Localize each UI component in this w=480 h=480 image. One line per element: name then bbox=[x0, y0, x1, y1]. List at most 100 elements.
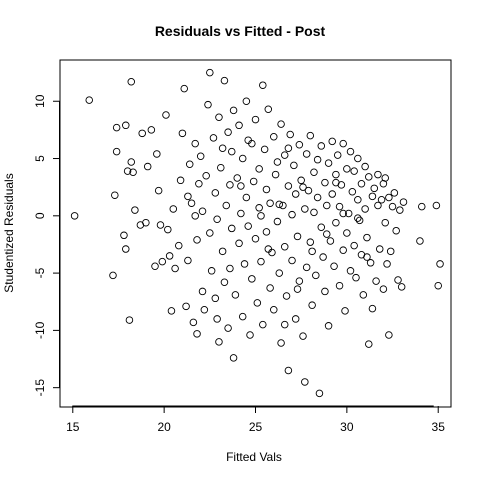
data-point bbox=[348, 188, 357, 196]
data-point bbox=[280, 242, 289, 251]
data-point bbox=[198, 287, 207, 296]
data-point bbox=[238, 312, 247, 321]
data-point bbox=[248, 275, 256, 283]
data-point bbox=[229, 354, 238, 362]
data-point bbox=[396, 206, 404, 214]
data-point bbox=[277, 339, 285, 347]
data-point bbox=[127, 158, 136, 166]
data-point bbox=[175, 241, 183, 250]
data-point bbox=[374, 201, 382, 210]
data-point bbox=[416, 237, 424, 245]
data-point bbox=[213, 215, 221, 224]
data-point bbox=[259, 320, 267, 329]
y-tick-label: 5 bbox=[33, 155, 47, 162]
data-point bbox=[363, 233, 371, 242]
data-point bbox=[282, 292, 291, 300]
data-point bbox=[333, 151, 342, 159]
data-point bbox=[335, 202, 344, 211]
data-point bbox=[171, 264, 179, 273]
data-point bbox=[70, 212, 79, 220]
data-point bbox=[249, 177, 258, 186]
data-point bbox=[184, 256, 192, 265]
data-point bbox=[271, 170, 280, 179]
data-point bbox=[343, 165, 351, 173]
data-point bbox=[196, 152, 205, 160]
data-point bbox=[288, 210, 296, 219]
y-axis-ticks: -15 -10 -5 0 5 10 bbox=[33, 94, 60, 396]
data-point bbox=[167, 307, 176, 315]
data-point bbox=[332, 170, 340, 179]
data-point bbox=[169, 205, 178, 213]
data-point bbox=[354, 214, 362, 222]
data-point bbox=[206, 229, 214, 237]
data-point bbox=[244, 136, 252, 144]
data-point bbox=[218, 247, 227, 256]
y-tick-label: -15 bbox=[33, 379, 47, 397]
data-point bbox=[359, 291, 368, 299]
data-point bbox=[231, 291, 240, 299]
x-axis-label: Fitted Vals bbox=[226, 450, 282, 464]
data-point bbox=[204, 100, 212, 109]
data-point bbox=[293, 285, 302, 293]
data-point bbox=[154, 186, 163, 195]
data-point bbox=[257, 212, 265, 220]
data-point bbox=[277, 120, 285, 128]
data-point bbox=[280, 320, 289, 329]
data-point bbox=[143, 162, 152, 171]
data-point bbox=[361, 162, 369, 171]
data-point bbox=[385, 193, 393, 202]
data-point bbox=[436, 260, 444, 268]
data-point bbox=[365, 340, 373, 348]
data-point bbox=[280, 151, 289, 159]
data-point bbox=[273, 158, 282, 166]
data-point bbox=[129, 168, 137, 177]
data-point bbox=[255, 165, 263, 173]
data-point bbox=[432, 201, 441, 210]
data-point bbox=[237, 182, 245, 190]
data-point bbox=[209, 134, 218, 142]
data-point bbox=[156, 221, 165, 229]
data-point bbox=[112, 147, 121, 156]
data-point bbox=[202, 171, 210, 180]
data-point bbox=[326, 237, 335, 245]
data-point bbox=[131, 206, 139, 214]
y-tick-label: 10 bbox=[33, 94, 47, 108]
data-point bbox=[257, 257, 265, 266]
data-point bbox=[259, 81, 267, 89]
data-point bbox=[229, 106, 238, 115]
data-point bbox=[222, 201, 231, 210]
data-point bbox=[315, 389, 324, 398]
x-tick-label: 25 bbox=[249, 420, 263, 434]
data-point bbox=[332, 178, 340, 187]
data-point bbox=[273, 217, 282, 226]
data-point bbox=[328, 137, 336, 146]
data-point bbox=[310, 208, 318, 217]
data-point bbox=[354, 196, 362, 204]
data-point bbox=[394, 276, 402, 284]
data-point bbox=[85, 96, 93, 104]
data-point bbox=[399, 198, 408, 206]
data-point bbox=[158, 257, 167, 266]
data-point bbox=[330, 262, 338, 270]
data-point bbox=[226, 181, 234, 189]
data-point bbox=[198, 207, 207, 215]
data-point bbox=[123, 167, 132, 175]
data-point bbox=[185, 160, 194, 169]
data-point bbox=[217, 163, 225, 172]
data-point bbox=[184, 192, 192, 201]
data-point bbox=[434, 281, 442, 290]
data-point bbox=[238, 154, 247, 163]
data-point bbox=[290, 161, 298, 170]
data-point bbox=[339, 246, 347, 254]
data-point bbox=[357, 179, 366, 188]
data-point bbox=[299, 332, 307, 340]
data-point bbox=[125, 316, 134, 324]
data-point bbox=[178, 129, 187, 138]
data-point bbox=[321, 178, 329, 187]
data-point bbox=[182, 302, 190, 311]
data-point bbox=[383, 260, 391, 268]
data-point bbox=[112, 123, 121, 132]
data-point bbox=[147, 126, 156, 134]
data-point bbox=[381, 174, 389, 182]
data-point bbox=[306, 131, 315, 140]
